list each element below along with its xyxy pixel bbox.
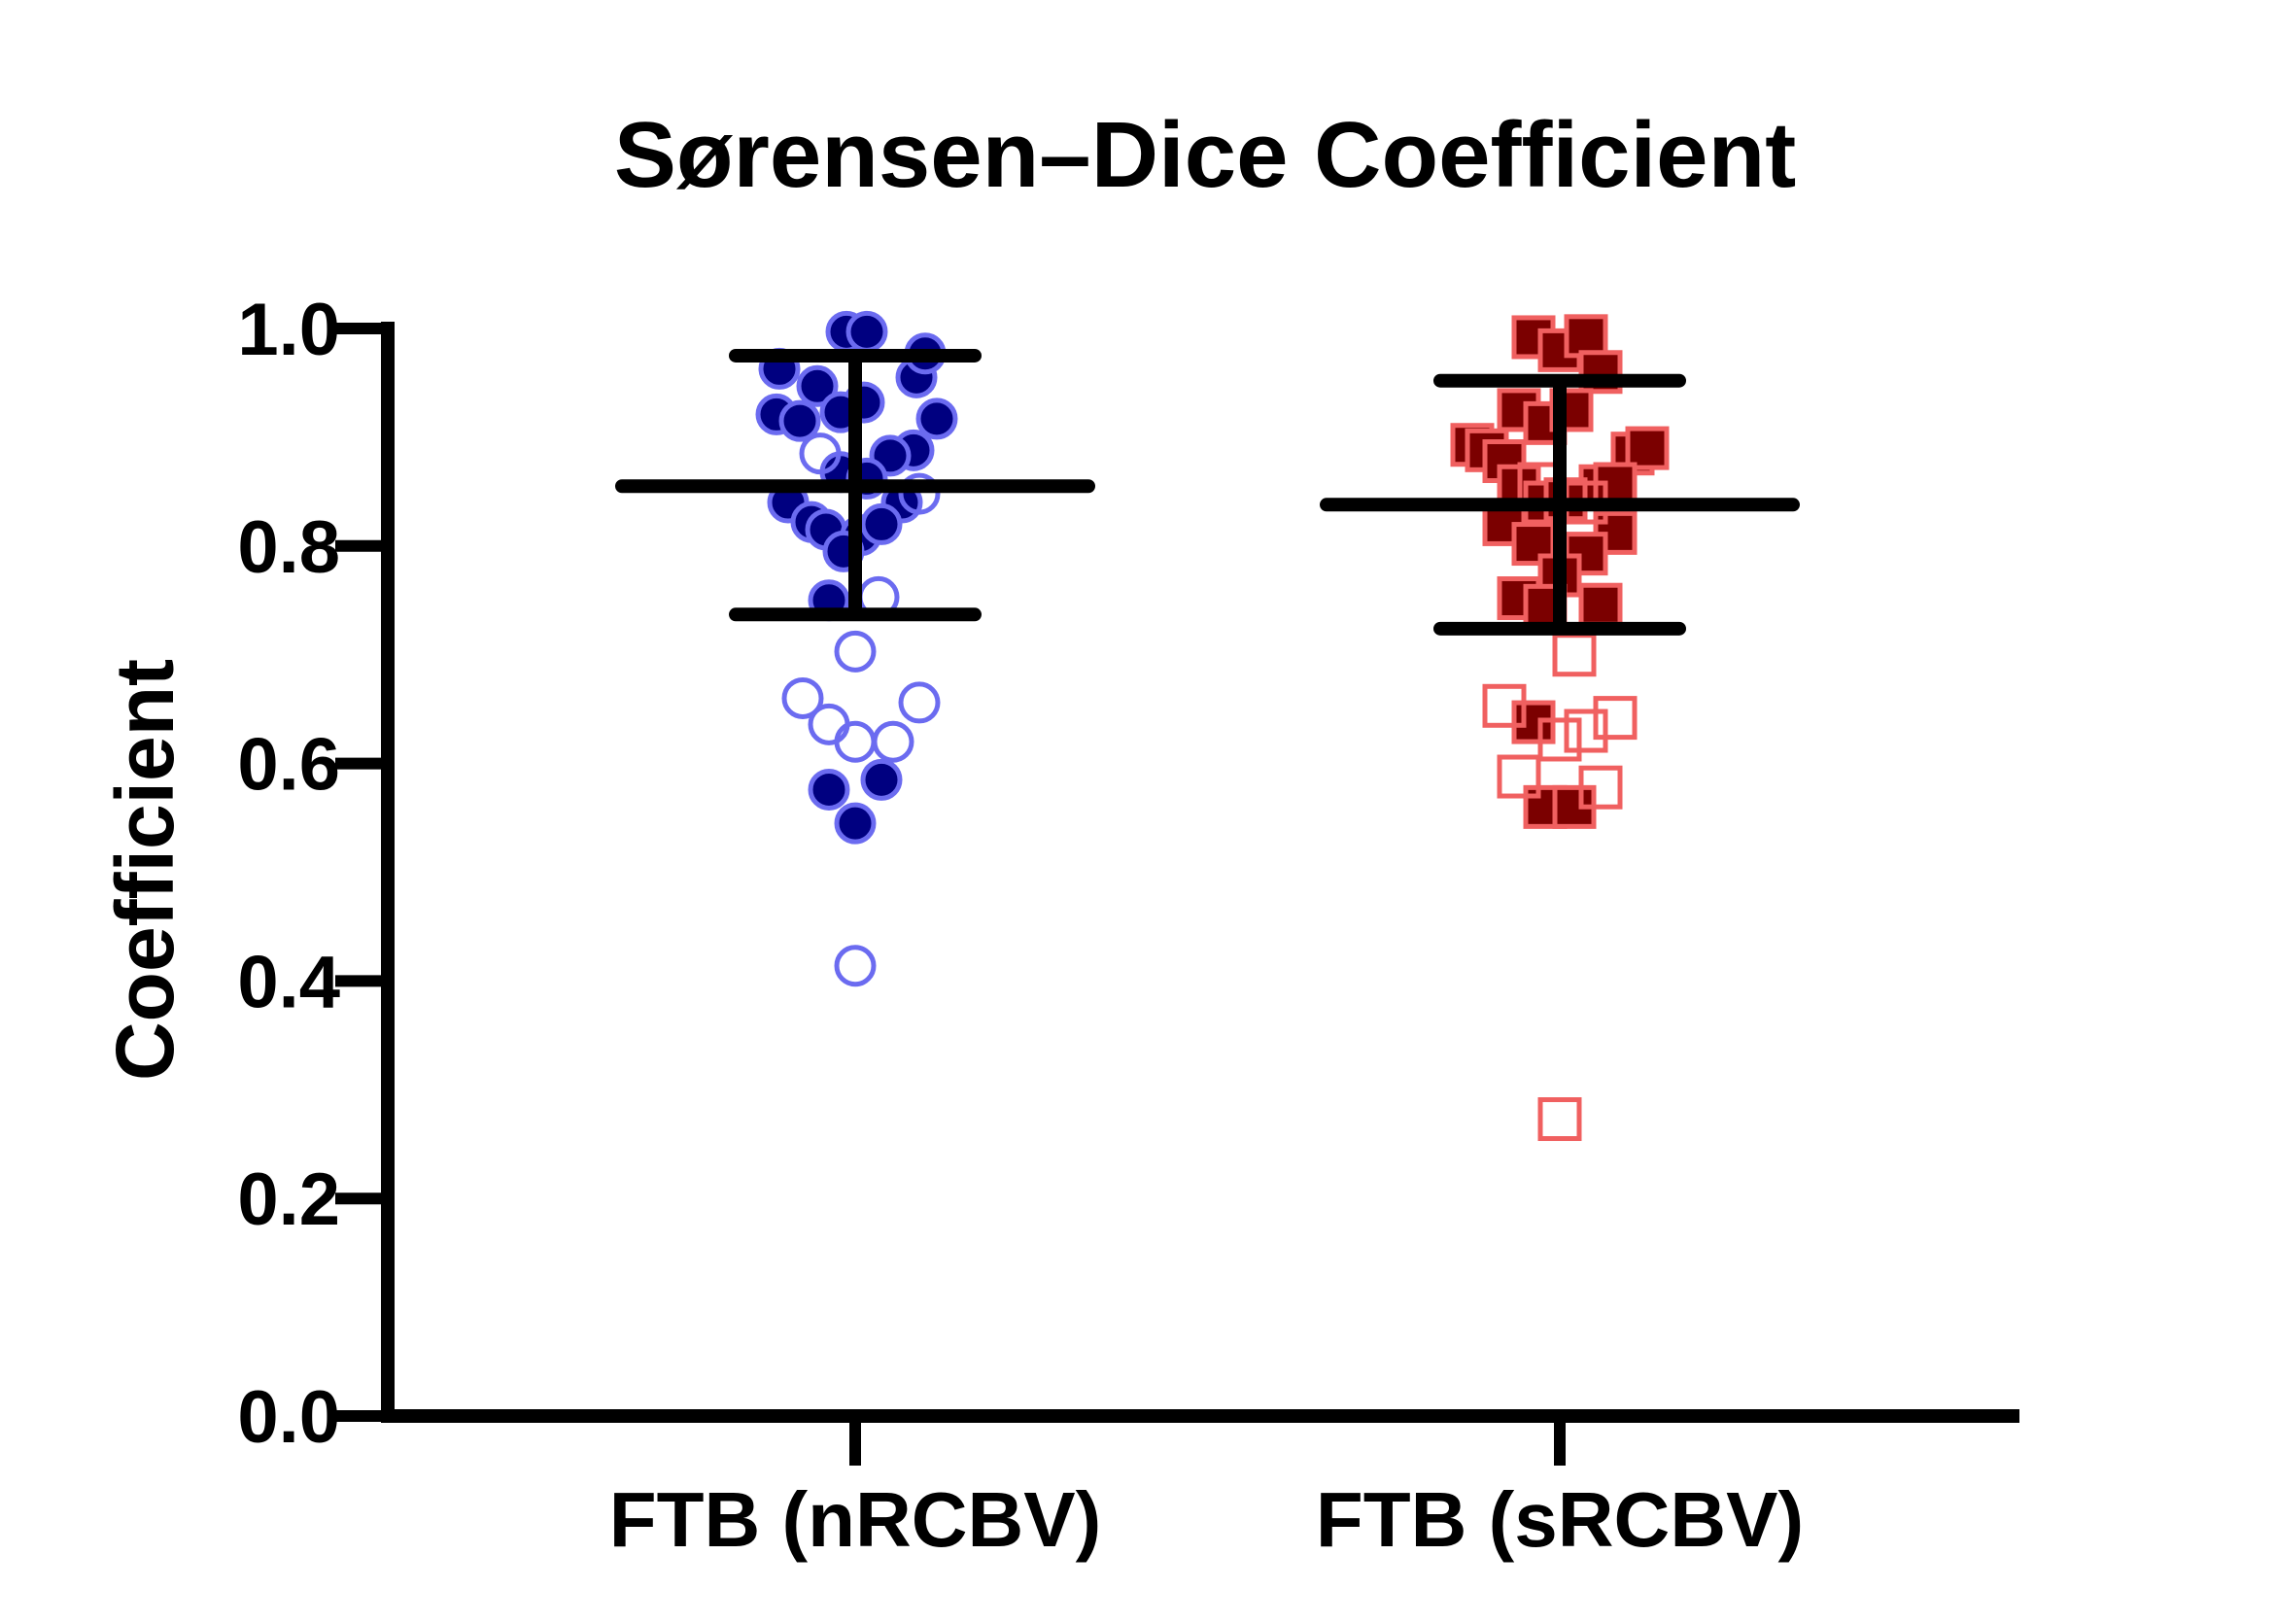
y-tick-label: 0.6 (237, 724, 340, 807)
data-point-open (898, 681, 941, 724)
y-tick-label: 0.4 (237, 941, 340, 1023)
data-point-open (808, 703, 850, 745)
data-point-open (1564, 708, 1608, 753)
data-point-open (1593, 696, 1638, 741)
data-point-open (1578, 765, 1623, 810)
x-ticks: FTB (nRCBV) FTB (sRCBV) (609, 1416, 1804, 1563)
data-point-open (1497, 754, 1541, 799)
y-tick-label: 1.0 (237, 289, 340, 371)
data-point-filled (860, 758, 903, 801)
data-point-filled (860, 502, 903, 545)
data-point-open (799, 432, 842, 475)
data-point-open (872, 720, 914, 763)
data-point-filled (1625, 426, 1670, 470)
y-tick-label: 0.2 (237, 1158, 340, 1241)
data-point-open (781, 676, 824, 719)
data-point-open (1537, 1097, 1582, 1142)
data-point-filled (796, 364, 839, 407)
data-point-filled (1578, 582, 1623, 627)
x-category-label: FTB (nRCBV) (609, 1476, 1102, 1563)
data-point-open (898, 472, 941, 515)
data-point-filled (808, 768, 850, 811)
y-axis-label: Coefficient (99, 659, 190, 1081)
y-ticks: 0.0 0.2 0.4 0.6 0.8 1.0 (237, 289, 388, 1459)
data-point-filled (778, 399, 821, 442)
data-point-open (1552, 633, 1597, 677)
y-tick-label: 0.8 (237, 506, 340, 589)
data-points (755, 310, 1670, 1142)
mean-sd-bars (615, 348, 1800, 636)
data-point-filled (834, 802, 877, 845)
data-point-open (1537, 717, 1582, 762)
data-point-open (834, 720, 877, 763)
x-category-label: FTB (sRCBV) (1316, 1476, 1804, 1563)
data-point-filled (845, 310, 888, 353)
chart-title: Sørensen–Dice Coefficient (614, 103, 1796, 207)
data-point-filled (915, 397, 958, 440)
data-point-open (834, 630, 877, 673)
data-point-filled (1564, 314, 1608, 359)
y-tick-label: 0.0 (237, 1376, 340, 1459)
data-point-open (834, 945, 877, 987)
data-point-open (1482, 683, 1527, 728)
